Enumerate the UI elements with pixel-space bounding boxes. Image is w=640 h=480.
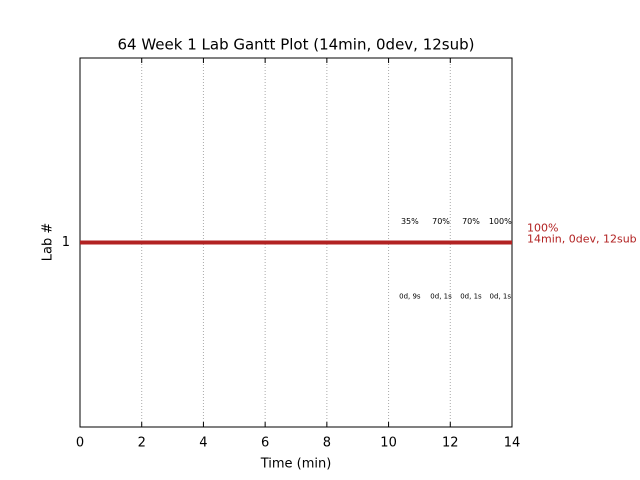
x-tick-label: 6 bbox=[261, 436, 269, 451]
x-axis-label: Time (min) bbox=[260, 457, 332, 472]
x-tick-label: 10 bbox=[380, 436, 397, 451]
end-label: 14min, 0dev, 12sub bbox=[527, 233, 637, 246]
x-tick-label: 8 bbox=[323, 436, 331, 451]
x-tick-label: 14 bbox=[504, 436, 521, 451]
milestone-label: 70% bbox=[432, 217, 450, 226]
milestone-detail: 0d, 1s bbox=[460, 293, 482, 301]
chart-title: 64 Week 1 Lab Gantt Plot (14min, 0dev, 1… bbox=[117, 36, 474, 54]
milestone-label: 100% bbox=[489, 217, 512, 226]
y-axis-label: Lab # bbox=[41, 223, 56, 262]
milestone-detail: 0d, 9s bbox=[399, 293, 421, 301]
gantt-bar bbox=[80, 240, 512, 245]
x-tick-label: 2 bbox=[138, 436, 146, 451]
milestone-detail: 0d, 1s bbox=[490, 293, 512, 301]
x-tick-label: 4 bbox=[199, 436, 207, 451]
y-tick-label: 1 bbox=[62, 235, 70, 250]
end-label: 100% bbox=[527, 222, 558, 235]
milestone-detail: 0d, 1s bbox=[430, 293, 452, 301]
x-tick-label: 12 bbox=[442, 436, 459, 451]
milestone-label: 70% bbox=[462, 217, 480, 226]
x-tick-label: 0 bbox=[76, 436, 84, 451]
milestone-label: 35% bbox=[401, 217, 419, 226]
